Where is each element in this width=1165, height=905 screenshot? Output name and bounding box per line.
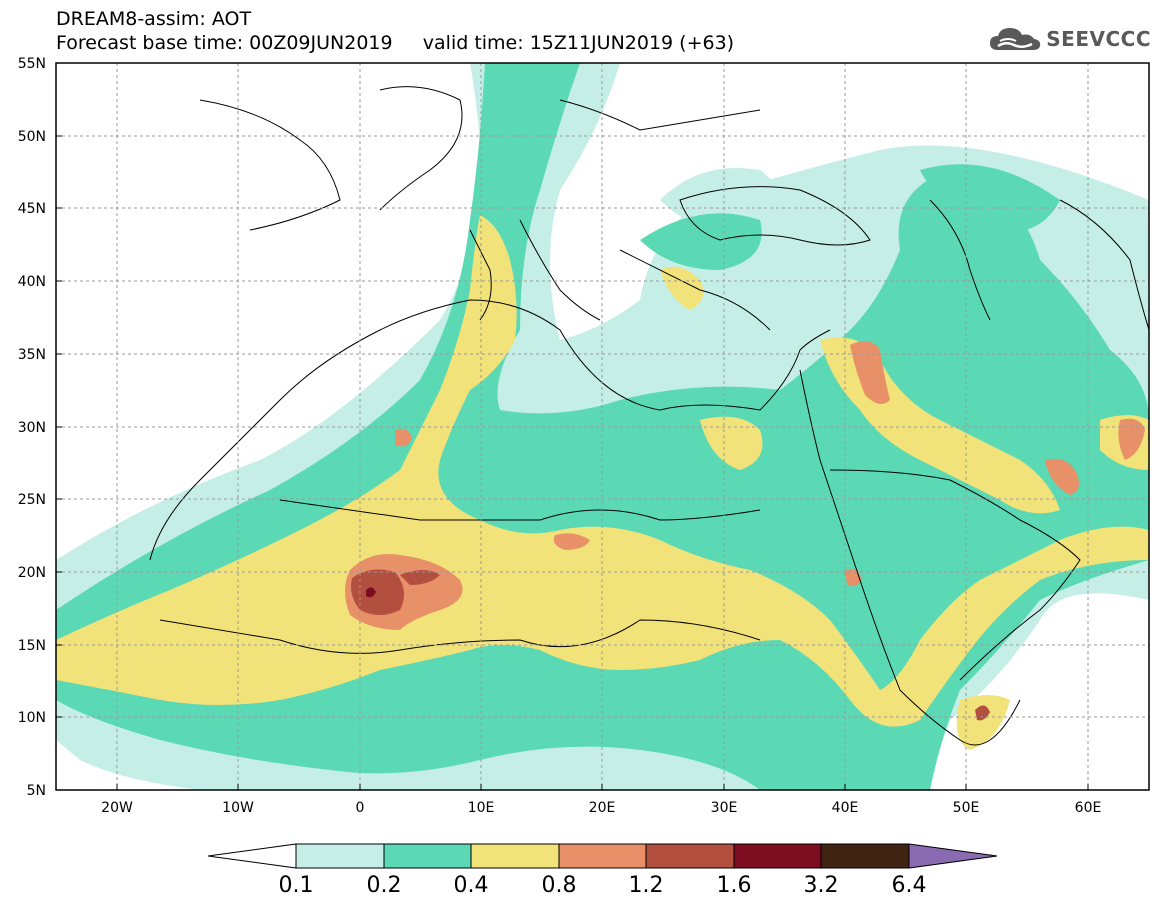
logo-text: SEEVCCC [1046, 27, 1151, 51]
lat-tick-label: 30N [18, 420, 46, 436]
aot-level-1.6 [366, 587, 376, 598]
colorbar-label: 1.2 [629, 873, 664, 898]
colorbar-label: 6.4 [892, 873, 927, 898]
colorbar-left-arrow [207, 843, 297, 869]
cloud-icon [990, 28, 1041, 50]
colorbar-right-arrow [908, 843, 998, 869]
lat-tick-label: 5N [27, 783, 46, 799]
graticule [56, 63, 1149, 790]
lat-tick-label: 35N [18, 347, 46, 363]
lat-tick-label: 20N [18, 565, 46, 581]
coastlines [149, 86, 1149, 746]
lat-tick-label: 55N [18, 56, 46, 72]
lon-tick-label: 30E [711, 800, 738, 816]
colorbar-label: 1.6 [717, 873, 752, 898]
colorbar: 0.1 0.2 0.4 0.8 1.2 1.6 3.2 6.4 [207, 843, 998, 898]
lat-tick-label: 10N [18, 710, 46, 726]
colorbar-segment [820, 843, 910, 869]
colorbar-label: 0.8 [542, 873, 577, 898]
colorbar-segment [558, 843, 647, 869]
lat-tick-label: 25N [18, 492, 46, 508]
lat-tick-label: 45N [18, 201, 46, 217]
lon-tick-label: 10W [222, 800, 254, 816]
colorbar-segment [470, 843, 560, 869]
lat-tick-label: 40N [18, 274, 46, 290]
aot-field [56, 63, 1149, 790]
lat-labels: 55N 50N 45N 40N 35N 30N 25N 20N 15N 10N … [18, 56, 46, 799]
map-subtitle: Forecast base time: 00Z09JUN2019 valid t… [56, 32, 735, 54]
tick-marks [56, 62, 1089, 791]
colorbar-segment [645, 843, 735, 869]
seevccc-logo: SEEVCCC [988, 24, 1151, 54]
lon-tick-label: 20W [101, 800, 133, 816]
colorbar-segment [733, 843, 822, 869]
colorbar-label: 3.2 [804, 873, 839, 898]
map-title: DREAM8-assim: AOT [56, 8, 252, 30]
lon-tick-label: 10E [468, 800, 495, 816]
colorbar-segment [295, 843, 385, 869]
lon-labels: 20W 10W 0 10E 20E 30E 40E 50E 60E [101, 800, 1101, 816]
colorbar-label: 0.4 [454, 873, 489, 898]
lat-tick-label: 15N [18, 638, 46, 654]
lat-tick-label: 50N [18, 129, 46, 145]
lon-tick-label: 50E [953, 800, 980, 816]
lon-tick-label: 40E [832, 800, 859, 816]
lon-tick-label: 20E [589, 800, 616, 816]
colorbar-segment [383, 843, 472, 869]
lon-tick-label: 60E [1075, 800, 1102, 816]
colorbar-label: 0.1 [279, 873, 314, 898]
lon-tick-label: 0 [356, 800, 365, 816]
colorbar-label: 0.2 [367, 873, 402, 898]
